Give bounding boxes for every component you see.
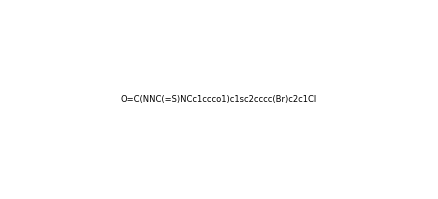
Text: O=C(NNC(=S)NCc1ccco1)c1sc2cccc(Br)c2c1Cl: O=C(NNC(=S)NCc1ccco1)c1sc2cccc(Br)c2c1Cl — [121, 95, 317, 104]
